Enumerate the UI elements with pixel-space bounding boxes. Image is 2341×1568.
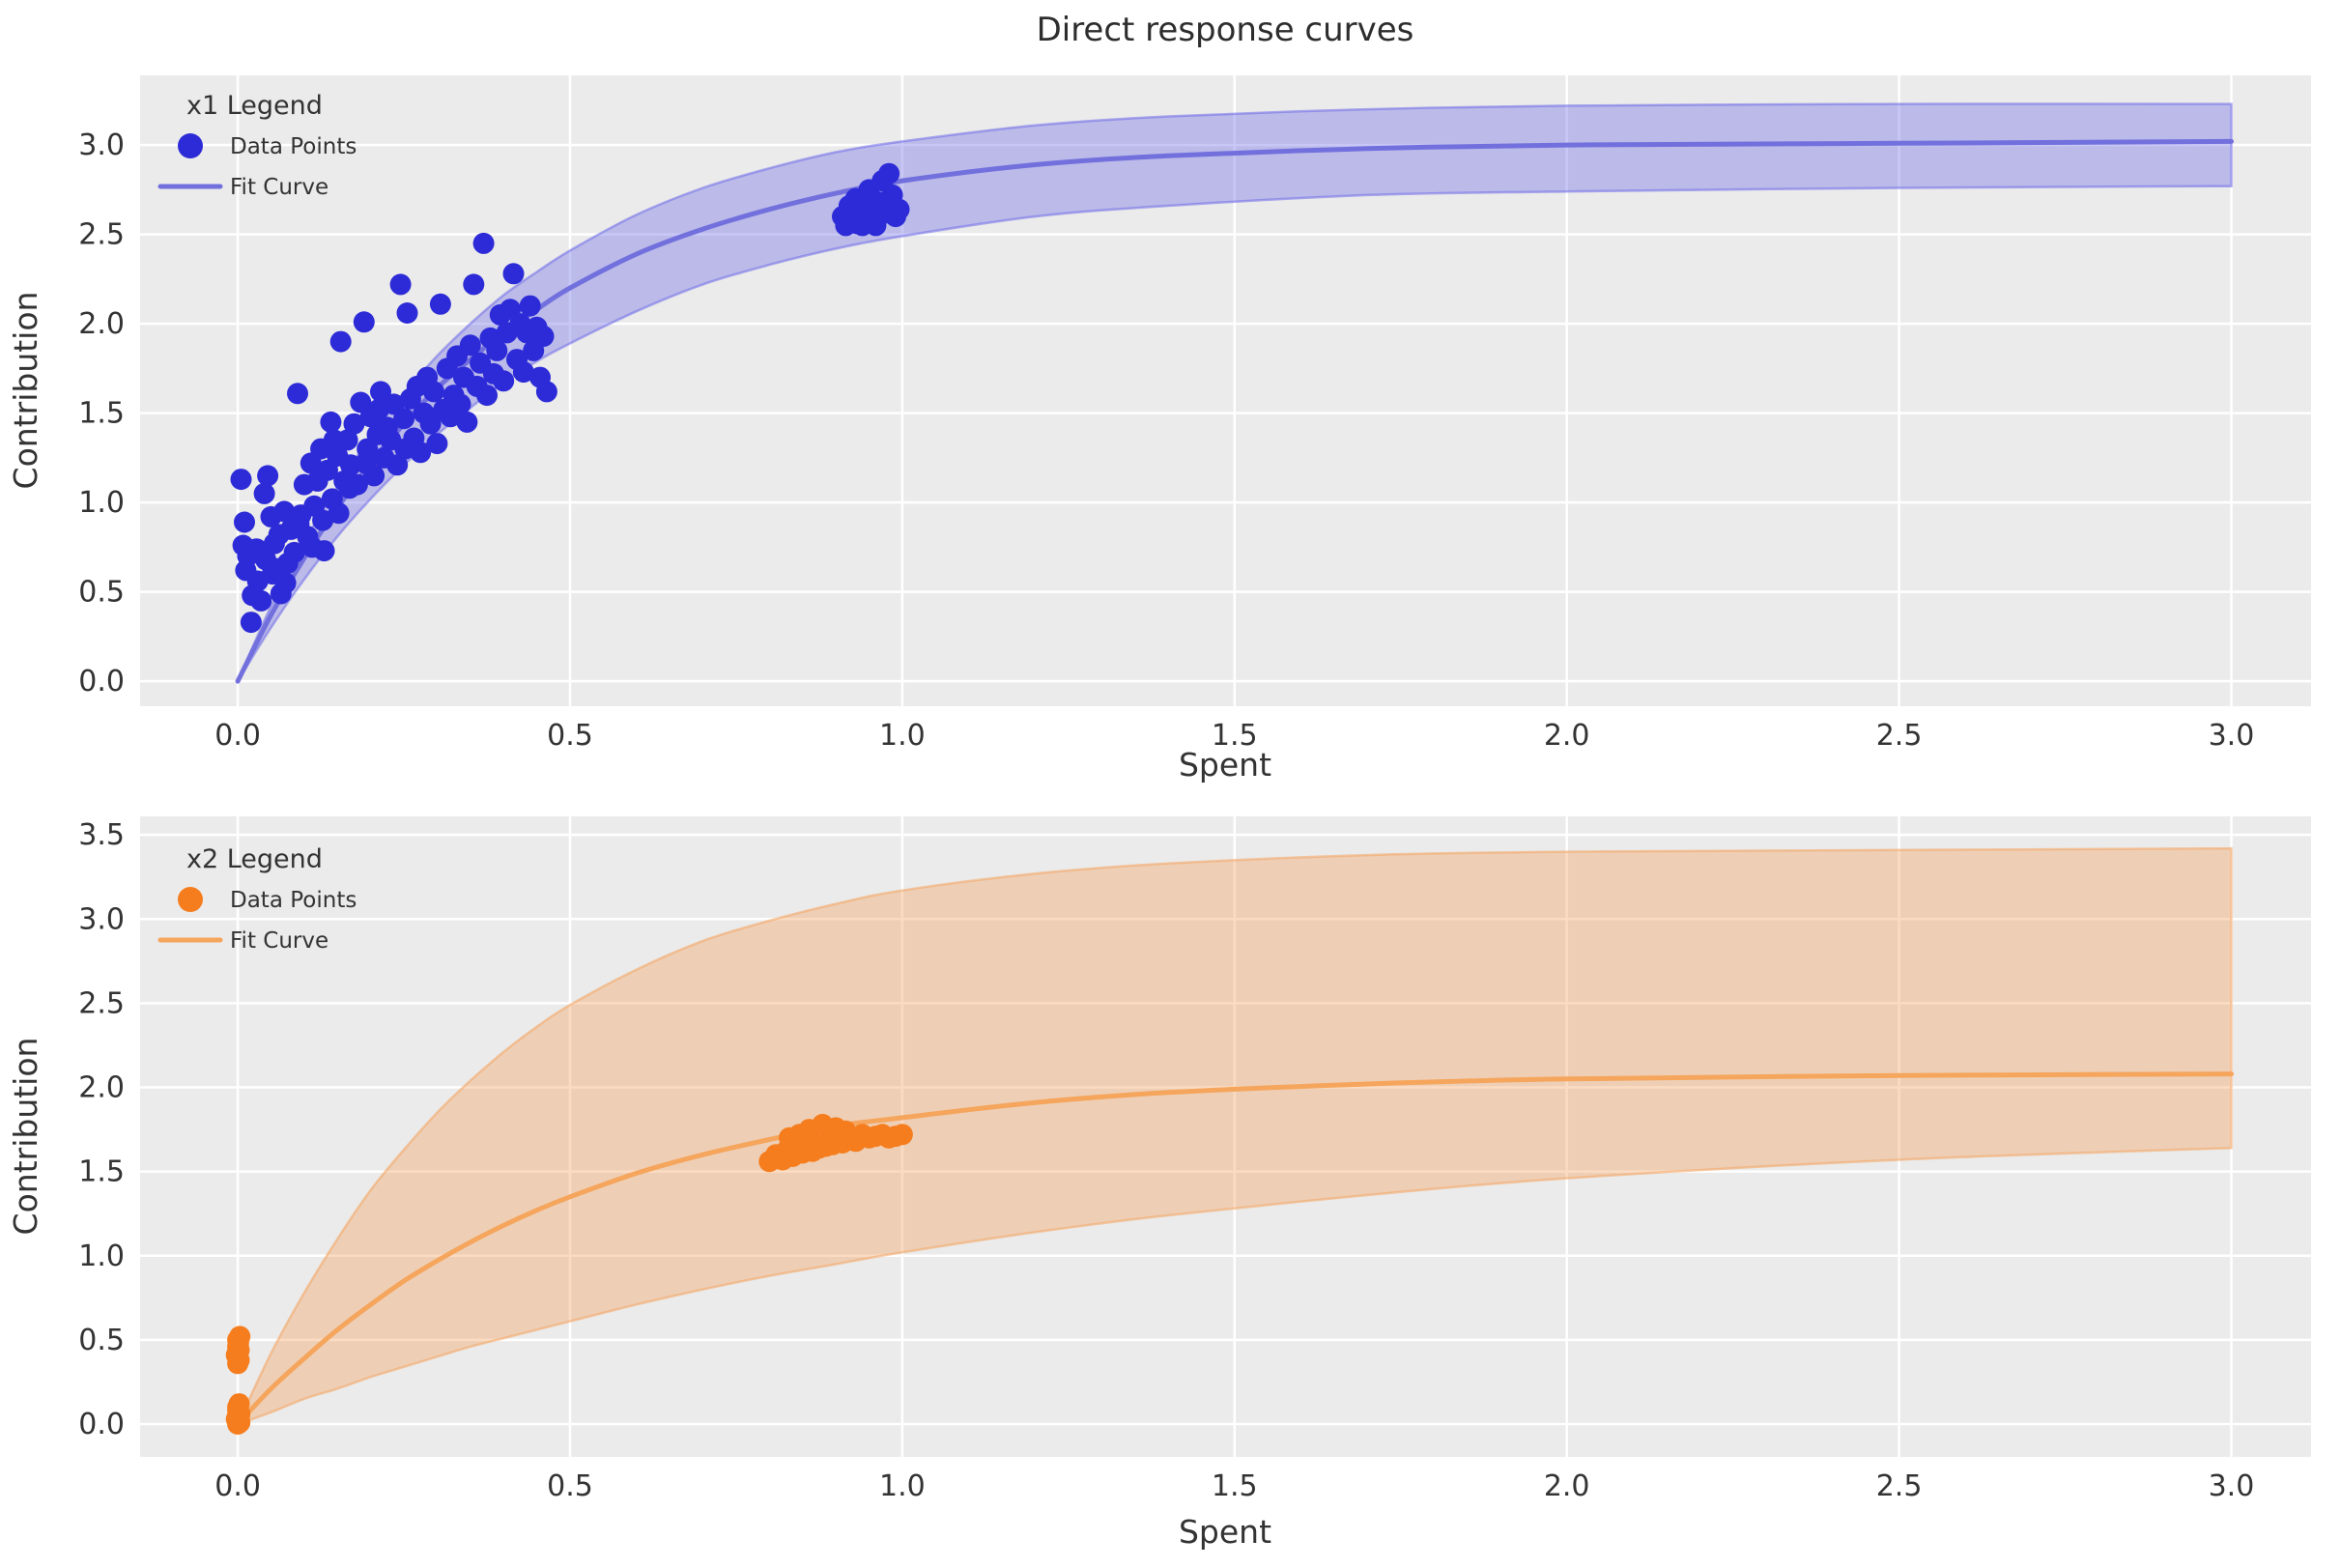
data-point: [410, 442, 432, 464]
legend-x2-dot-marker-icon: [178, 887, 203, 912]
x-tick-label: 1.5: [1212, 1469, 1258, 1503]
data-point: [891, 1124, 913, 1146]
data-point: [274, 572, 297, 594]
x1-xaxis-label: Spent: [1179, 746, 1271, 784]
y-tick-label: 2.0: [78, 307, 125, 341]
data-point: [519, 295, 541, 317]
x1-yaxis-label: Contribution: [7, 292, 44, 490]
x-tick-label: 0.0: [214, 1469, 261, 1503]
data-point: [512, 361, 534, 384]
data-point: [230, 469, 252, 491]
data-point: [320, 411, 342, 433]
x-tick-label: 2.0: [1544, 1469, 1590, 1503]
data-point: [396, 302, 418, 324]
legend-x1-item-data-points: Data Points: [230, 134, 357, 159]
confidence-band: [235, 846, 2233, 1427]
x-tick-label: 3.0: [2209, 719, 2255, 753]
data-point: [502, 263, 525, 285]
data-point: [328, 502, 350, 525]
data-point: [888, 198, 910, 220]
data-point: [312, 509, 334, 531]
y-tick-label: 2.5: [78, 218, 125, 252]
y-tick-label: 0.5: [78, 576, 125, 610]
data-point: [535, 381, 557, 403]
data-point: [250, 589, 272, 612]
data-point: [313, 540, 335, 562]
data-point: [459, 334, 481, 356]
x-tick-label: 0.0: [214, 719, 261, 753]
data-point: [329, 330, 352, 353]
y-tick-label: 1.5: [78, 397, 125, 431]
data-point: [463, 273, 485, 296]
x-tick-label: 2.5: [1876, 1469, 1923, 1503]
legend-x1: x1 Legend Data Points Fit Curve: [157, 91, 357, 200]
y-tick-label: 0.0: [78, 665, 125, 698]
figure-title: Direct response curves: [1037, 11, 1414, 49]
y-tick-label: 3.5: [78, 818, 125, 852]
y-tick-label: 0.5: [78, 1324, 125, 1357]
plot-background: [140, 816, 2311, 1457]
data-point: [476, 385, 498, 407]
x-tick-label: 1.0: [879, 1469, 926, 1503]
legend-x1-item-fit-curve: Fit Curve: [230, 175, 328, 200]
data-point: [389, 273, 412, 296]
data-point: [257, 465, 279, 487]
y-tick-label: 1.0: [78, 486, 125, 520]
y-tick-label: 2.5: [78, 986, 125, 1020]
data-point: [423, 381, 444, 403]
data-point: [449, 393, 471, 415]
data-point: [493, 370, 515, 392]
data-point: [370, 381, 391, 403]
data-point: [456, 411, 478, 433]
data-point: [486, 339, 508, 361]
data-point: [336, 429, 358, 451]
legend-x1-title: x1 Legend: [186, 91, 323, 121]
x2-xaxis-label: Spent: [1179, 1513, 1271, 1551]
data-point: [346, 473, 368, 496]
data-point: [283, 541, 305, 563]
data-point: [229, 1326, 251, 1348]
legend-x2-title: x2 Legend: [186, 844, 323, 874]
data-point: [363, 465, 385, 487]
x-tick-label: 1.5: [1212, 719, 1258, 753]
y-tick-label: 2.0: [78, 1071, 125, 1105]
y-tick-label: 1.0: [78, 1240, 125, 1273]
x-tick-label: 1.0: [879, 719, 926, 753]
legend-x2-item-data-points: Data Points: [230, 888, 357, 913]
data-point: [386, 454, 409, 476]
legend-x1-dot-marker-icon: [178, 133, 203, 158]
data-point: [234, 511, 255, 533]
legend-x2: x2 Legend Data Points Fit Curve: [157, 844, 357, 954]
fit-curve-line: [235, 1071, 2234, 1427]
data-point: [472, 232, 495, 254]
legend-x2-item-fit-curve: Fit Curve: [230, 928, 328, 954]
x-tick-label: 2.0: [1544, 719, 1590, 753]
data-point: [240, 612, 262, 634]
x2-yaxis-label: Contribution: [7, 1038, 44, 1236]
y-tick-label: 3.0: [78, 128, 125, 162]
data-point: [426, 433, 448, 455]
x-tick-label: 0.5: [547, 1469, 593, 1503]
data-point: [393, 408, 415, 430]
subplot-x2: 0.0 0.5 1.0 1.5 2.0 2.5 3.0 0.0 0.5 1.0 1.5 2.0 2.5 3…: [78, 816, 2311, 1503]
subplot-x1: 0.0 0.5 1.0 1.5 2.0 2.5 3.0 0.0 0.5 1.0 1.5 2.0 2.5 3…: [78, 75, 2311, 753]
data-point: [532, 326, 555, 348]
data-point: [253, 482, 275, 504]
y-tick-label: 0.0: [78, 1408, 125, 1441]
x-tick-label: 0.5: [547, 719, 593, 753]
data-point: [878, 162, 900, 185]
x-tick-label: 2.5: [1876, 719, 1923, 753]
x-tick-label: 3.0: [2209, 1469, 2255, 1503]
data-point: [287, 383, 308, 405]
data-point: [273, 500, 296, 523]
data-point: [429, 293, 451, 315]
data-point: [353, 311, 375, 333]
y-tick-label: 1.5: [78, 1155, 125, 1189]
data-point: [419, 413, 442, 435]
y-tick-label: 3.0: [78, 902, 125, 936]
data-point: [343, 413, 365, 435]
data-point: [227, 1407, 249, 1429]
